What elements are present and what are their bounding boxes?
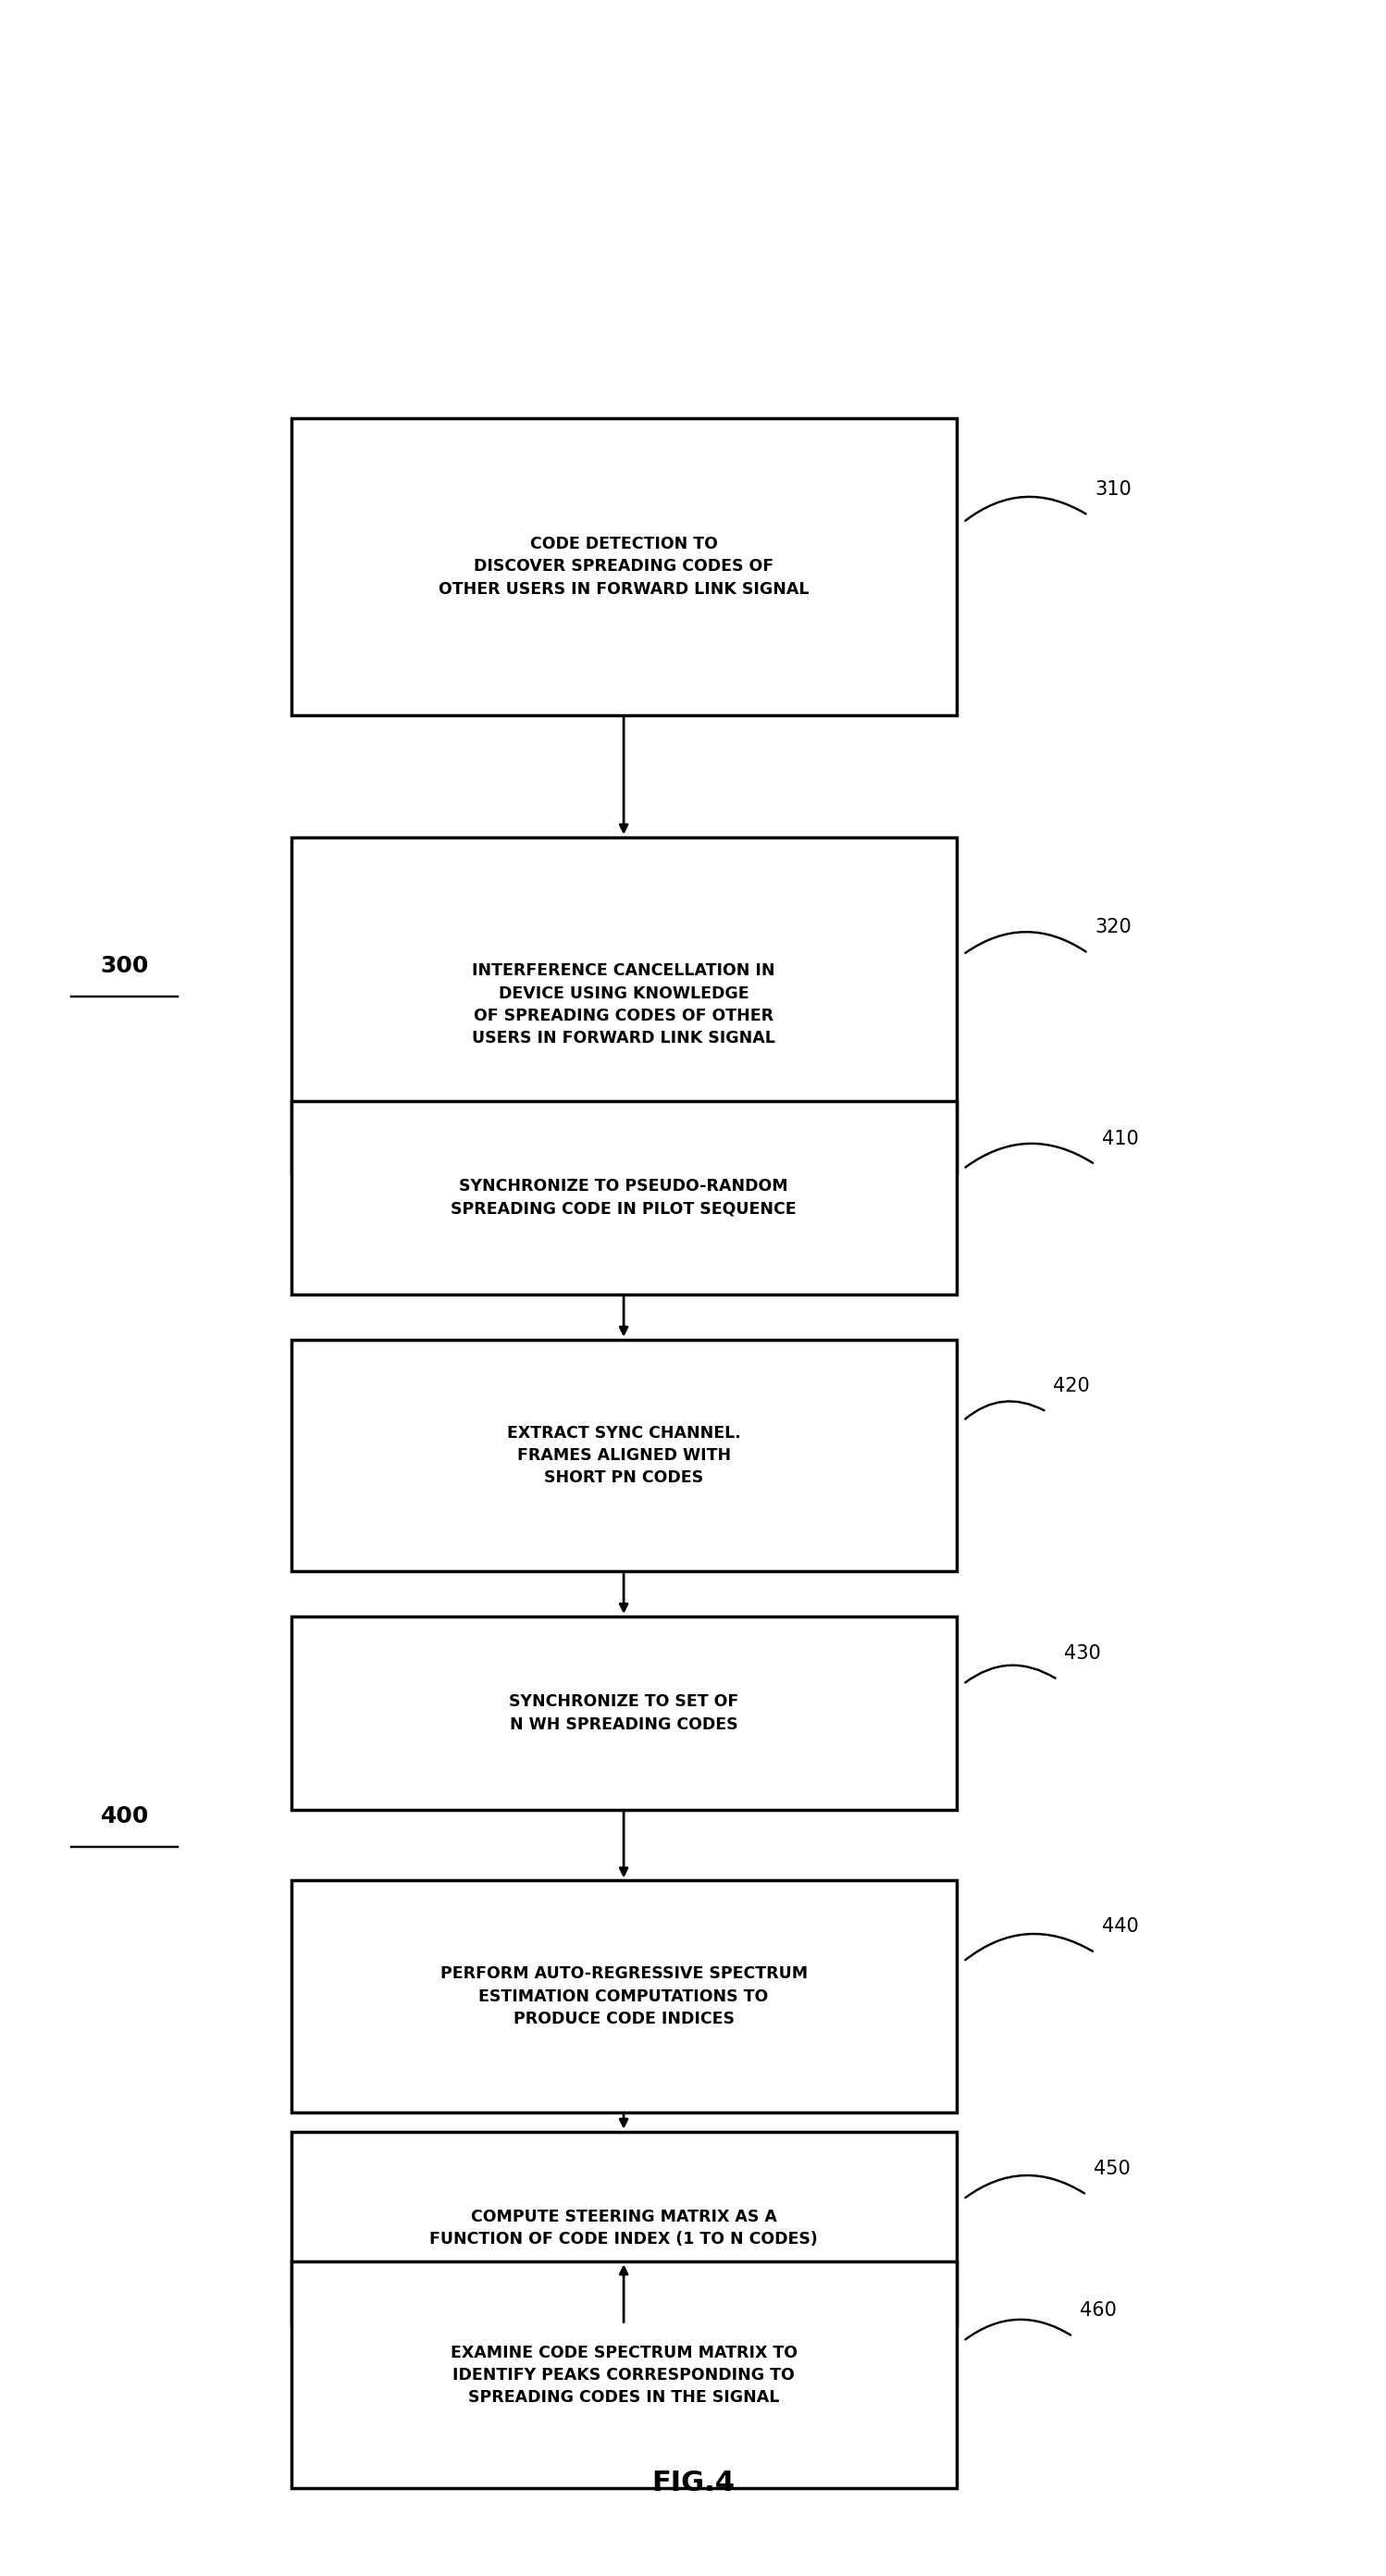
Text: INTERFERENCE CANCELLATION IN
DEVICE USING KNOWLEDGE
OF SPREADING CODES OF OTHER
: INTERFERENCE CANCELLATION IN DEVICE USIN… bbox=[473, 963, 775, 1046]
Text: 430: 430 bbox=[1064, 1643, 1102, 1664]
Bar bbox=[291, 2133, 956, 2324]
Text: 460: 460 bbox=[1080, 2300, 1117, 2321]
Bar bbox=[291, 1880, 956, 2112]
Text: SYNCHRONIZE TO SET OF
N WH SPREADING CODES: SYNCHRONIZE TO SET OF N WH SPREADING COD… bbox=[509, 1692, 739, 1734]
Bar bbox=[291, 420, 956, 714]
Text: CODE DETECTION TO
DISCOVER SPREADING CODES OF
OTHER USERS IN FORWARD LINK SIGNAL: CODE DETECTION TO DISCOVER SPREADING COD… bbox=[438, 536, 809, 598]
Bar bbox=[291, 1618, 956, 1808]
Text: FIG.4: FIG.4 bbox=[651, 2470, 735, 2496]
Text: FIG.2: FIG.2 bbox=[651, 1198, 735, 1224]
Bar bbox=[291, 837, 956, 1172]
Text: SYNCHRONIZE TO PSEUDO-RANDOM
SPREADING CODE IN PILOT SEQUENCE: SYNCHRONIZE TO PSEUDO-RANDOM SPREADING C… bbox=[450, 1177, 797, 1218]
Bar bbox=[291, 1340, 956, 1571]
Text: 400: 400 bbox=[101, 1806, 148, 1826]
Text: 410: 410 bbox=[1102, 1128, 1139, 1149]
Text: COMPUTE STEERING MATRIX AS A
FUNCTION OF CODE INDEX (1 TO N CODES): COMPUTE STEERING MATRIX AS A FUNCTION OF… bbox=[430, 2208, 818, 2249]
Text: 450: 450 bbox=[1094, 2159, 1131, 2179]
Text: EXAMINE CODE SPECTRUM MATRIX TO
IDENTIFY PEAKS CORRESPONDING TO
SPREADING CODES : EXAMINE CODE SPECTRUM MATRIX TO IDENTIFY… bbox=[450, 2344, 797, 2406]
Text: 420: 420 bbox=[1053, 1376, 1091, 1396]
Text: EXTRACT SYNC CHANNEL.
FRAMES ALIGNED WITH
SHORT PN CODES: EXTRACT SYNC CHANNEL. FRAMES ALIGNED WIT… bbox=[507, 1425, 740, 1486]
Bar bbox=[291, 2262, 956, 2488]
Text: 440: 440 bbox=[1102, 1917, 1139, 1937]
Text: 300: 300 bbox=[101, 956, 148, 976]
Text: 310: 310 bbox=[1095, 479, 1132, 500]
Text: 320: 320 bbox=[1095, 917, 1132, 938]
Bar bbox=[291, 1103, 956, 1293]
Text: PERFORM AUTO-REGRESSIVE SPECTRUM
ESTIMATION COMPUTATIONS TO
PRODUCE CODE INDICES: PERFORM AUTO-REGRESSIVE SPECTRUM ESTIMAT… bbox=[439, 1965, 808, 2027]
